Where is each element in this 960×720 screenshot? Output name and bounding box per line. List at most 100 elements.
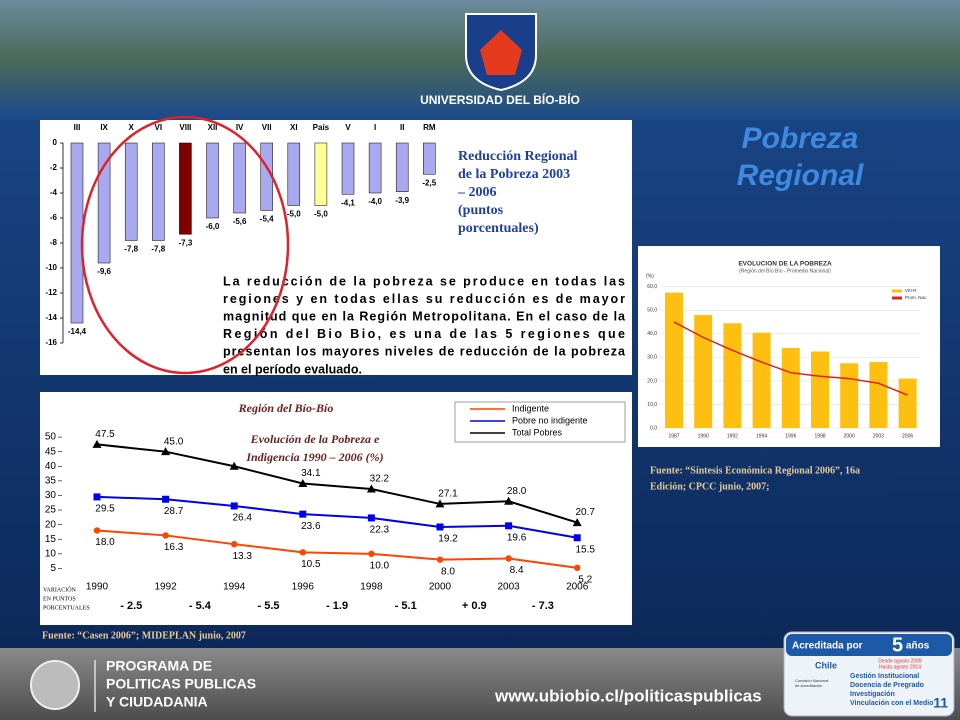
legend-label: Total Pobres [512,427,563,437]
value-label: -4,0 [368,197,382,206]
x-tick-label: 1998 [360,582,383,593]
x-tick-label: 2000 [844,433,855,439]
badge-area: Gestión Institucional [850,673,919,680]
value-label: 10.0 [370,560,390,571]
bar [811,351,829,428]
x-tick-label: X [129,123,135,132]
highlight-ellipse [80,115,290,375]
y-tick-label: -16 [45,338,57,347]
value-label: 5.2 [578,574,592,585]
bar [152,142,165,241]
bar [341,142,355,195]
legend-label: Indigente [512,403,549,413]
x-tick-label: 1994 [223,582,246,593]
chart-title: de la Pobreza 2003 [458,167,570,182]
value-label: 10.5 [301,559,321,570]
y-tick-label: -2 [50,163,58,172]
variation-value: - 7.3 [532,600,554,612]
x-tick-label: 1996 [292,582,315,593]
value-label: 28.7 [164,506,184,517]
chart-title: porcentuales) [458,221,539,236]
x-tick-label: II [400,123,404,132]
value-label: 23.6 [301,521,321,532]
x-tick-label: VI [155,123,163,132]
marker [367,514,375,522]
value-label: -9,6 [97,267,111,276]
badge-title: Acreditada por [792,641,863,652]
y-tick-label: 20,0 [647,378,657,384]
y-tick-label: -6 [50,213,58,222]
logo-emblem [480,30,522,75]
y-tick-label: 35 [45,476,57,487]
y-tick-label: 25 [45,505,57,516]
marker [162,495,170,503]
bar [368,142,382,194]
variation-value: - 5.4 [189,600,212,612]
footer-url: www.ubiobio.cl/politicaspublicas [494,686,762,705]
bar [395,142,409,192]
value-label: -5,0 [287,210,301,219]
variation-value: - 1.9 [326,600,348,612]
value-label: -2,5 [422,178,436,187]
university-name: UNIVERSIDAD DEL BÍO-BÍO [420,92,580,107]
bar [840,363,859,428]
x-tick-label: VIII [179,123,191,132]
value-label: 32.2 [370,474,390,485]
value-label: 19.6 [507,532,527,543]
legend-swatch [892,296,902,300]
x-tick-label: 1990 [698,433,709,439]
badge-dates: Hasta agosto 2014 [879,664,921,670]
bar [314,142,328,206]
marker [504,496,514,505]
badge-area: Investigación [850,691,895,698]
x-tick-label: 2006 [902,433,913,439]
x-tick-label: País [313,123,330,132]
chart-title: Indigencia 1990 – 2006 (%) [245,450,383,464]
legend-box [454,401,626,443]
marker [436,523,444,531]
badge-years: 5 [892,634,903,656]
marker [368,550,375,558]
x-tick-label: VII [262,123,272,132]
y-tick-label: 0 [53,138,58,147]
slide-title: Regional [737,159,864,192]
value-label: 47.5 [95,429,115,440]
x-tick-label: RM [423,123,436,132]
x-tick-label: 1992 [154,582,177,593]
chart-subtitle: (Región del Bío Bío - Promedio Nacional) [739,268,831,274]
y-tick-label: 50 [45,432,57,443]
variation-label: EN PUNTOS [43,596,76,602]
y-tick-label: 50,0 [647,308,657,314]
variation-value: - 5.1 [395,600,417,612]
bar [781,347,800,428]
bar [124,142,138,241]
bar [665,292,683,428]
marker [573,534,581,542]
x-tick-label: III [74,123,81,132]
x-tick-label: I [374,123,376,132]
marker [92,439,102,448]
page-number: 11 [933,695,948,711]
bar [179,142,192,235]
y-tick-label: -14 [45,313,57,322]
note: Región del Bio Bio, es una de las 5 regi… [223,327,625,341]
value-label: -7,3 [179,238,193,247]
value-label: -3,9 [395,196,409,205]
value-label: 18.0 [95,537,115,548]
value-label: 45.0 [164,436,184,447]
series-line [96,495,578,539]
value-label: 13.3 [232,551,252,562]
x-tick-label: IX [100,123,108,132]
value-label: -5,4 [260,215,274,224]
value-label: 16.3 [164,542,184,553]
x-tick-label: 1990 [86,582,109,593]
value-label: -4,1 [341,198,355,207]
marker [574,564,581,572]
x-tick-label: XI [290,123,298,132]
badge-unit: años [906,641,930,652]
marker [505,522,513,530]
y-tick-label: 10,0 [647,402,657,408]
badge-area: Vinculación con el Medio [850,700,934,707]
x-tick-label: IV [236,123,244,132]
